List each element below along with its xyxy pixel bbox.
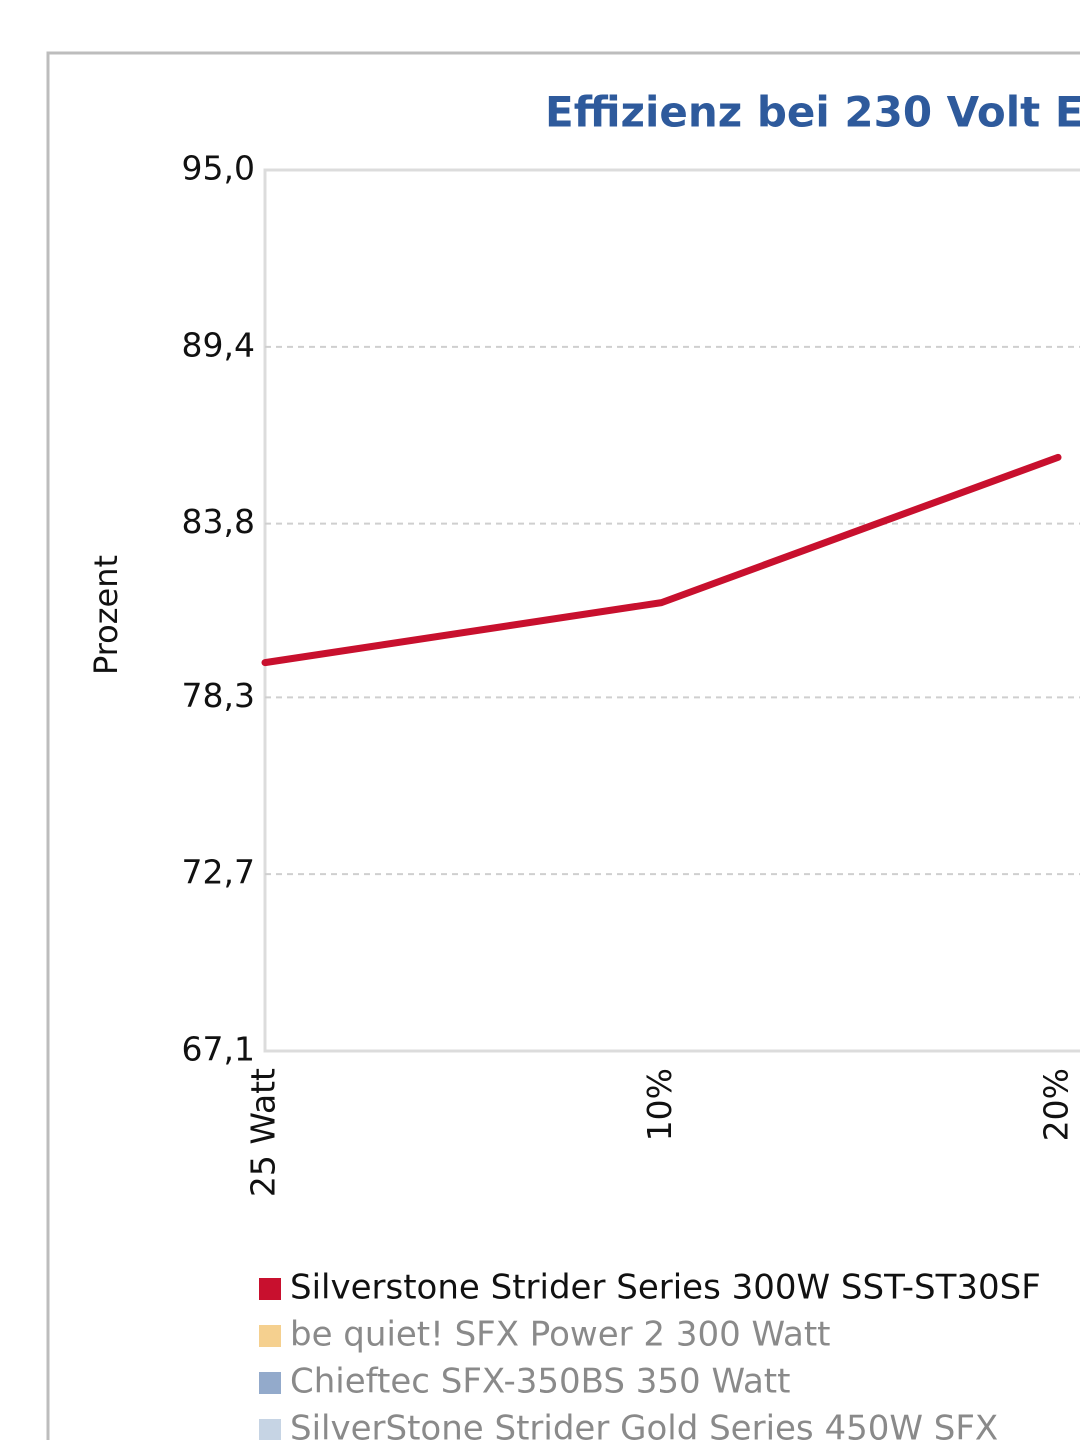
plot-area [263,168,1080,1053]
y-tick-label: 67,1 [182,1030,255,1069]
x-tick-label: 25 Watt [244,1068,283,1197]
legend-label: SilverStone Strider Gold Series 450W SFX [290,1409,998,1440]
legend-label: Chieftec SFX-350BS 350 Watt [290,1362,790,1402]
x-tick-label: 10% [640,1068,679,1141]
y-tick-label: 78,3 [182,676,255,715]
y-axis-label: Prozent [87,555,125,675]
y-tick-label: 95,0 [182,149,255,188]
x-tick-label: 20% [1037,1068,1076,1141]
frame [46,51,1080,1440]
y-tick-label: 72,7 [182,853,255,892]
legend-label: be quiet! SFX Power 2 300 Watt [290,1315,831,1355]
legend-swatch [259,1419,281,1440]
y-tick-label: 89,4 [182,325,255,364]
legend-swatch [259,1325,281,1347]
chart-title: Effizienz bei 230 Volt Eing [545,88,1080,137]
line-series [261,453,1062,667]
legend-label: Silverstone Strider Series 300W SST-ST30… [290,1268,1041,1308]
y-tick-label: 83,8 [182,502,255,541]
legend-swatch [259,1278,281,1300]
legend-swatch [259,1372,281,1394]
